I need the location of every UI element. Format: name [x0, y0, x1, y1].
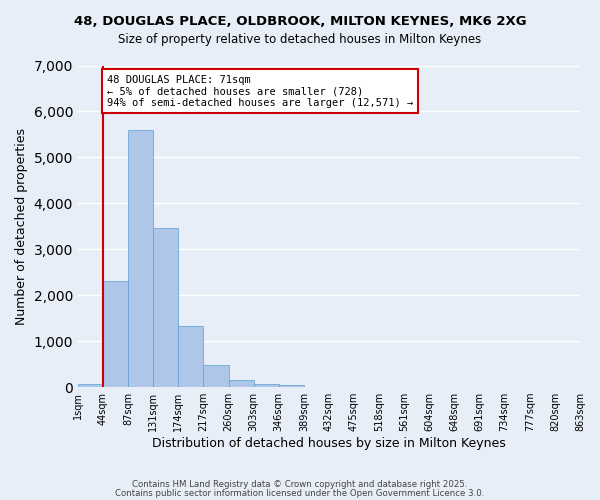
Bar	[229, 380, 254, 387]
X-axis label: Distribution of detached houses by size in Milton Keynes: Distribution of detached houses by size …	[152, 437, 506, 450]
Bar	[128, 130, 153, 387]
Text: Contains public sector information licensed under the Open Government Licence 3.: Contains public sector information licen…	[115, 488, 485, 498]
Bar	[254, 384, 279, 387]
Bar	[203, 365, 229, 387]
Text: Size of property relative to detached houses in Milton Keynes: Size of property relative to detached ho…	[118, 32, 482, 46]
Bar	[78, 384, 103, 387]
Bar	[279, 385, 304, 387]
Y-axis label: Number of detached properties: Number of detached properties	[15, 128, 28, 325]
Bar	[178, 326, 203, 387]
Bar	[103, 282, 128, 387]
Text: Contains HM Land Registry data © Crown copyright and database right 2025.: Contains HM Land Registry data © Crown c…	[132, 480, 468, 489]
Bar	[153, 228, 178, 387]
Text: 48 DOUGLAS PLACE: 71sqm
← 5% of detached houses are smaller (728)
94% of semi-de: 48 DOUGLAS PLACE: 71sqm ← 5% of detached…	[107, 74, 413, 108]
Text: 48, DOUGLAS PLACE, OLDBROOK, MILTON KEYNES, MK6 2XG: 48, DOUGLAS PLACE, OLDBROOK, MILTON KEYN…	[74, 15, 526, 28]
